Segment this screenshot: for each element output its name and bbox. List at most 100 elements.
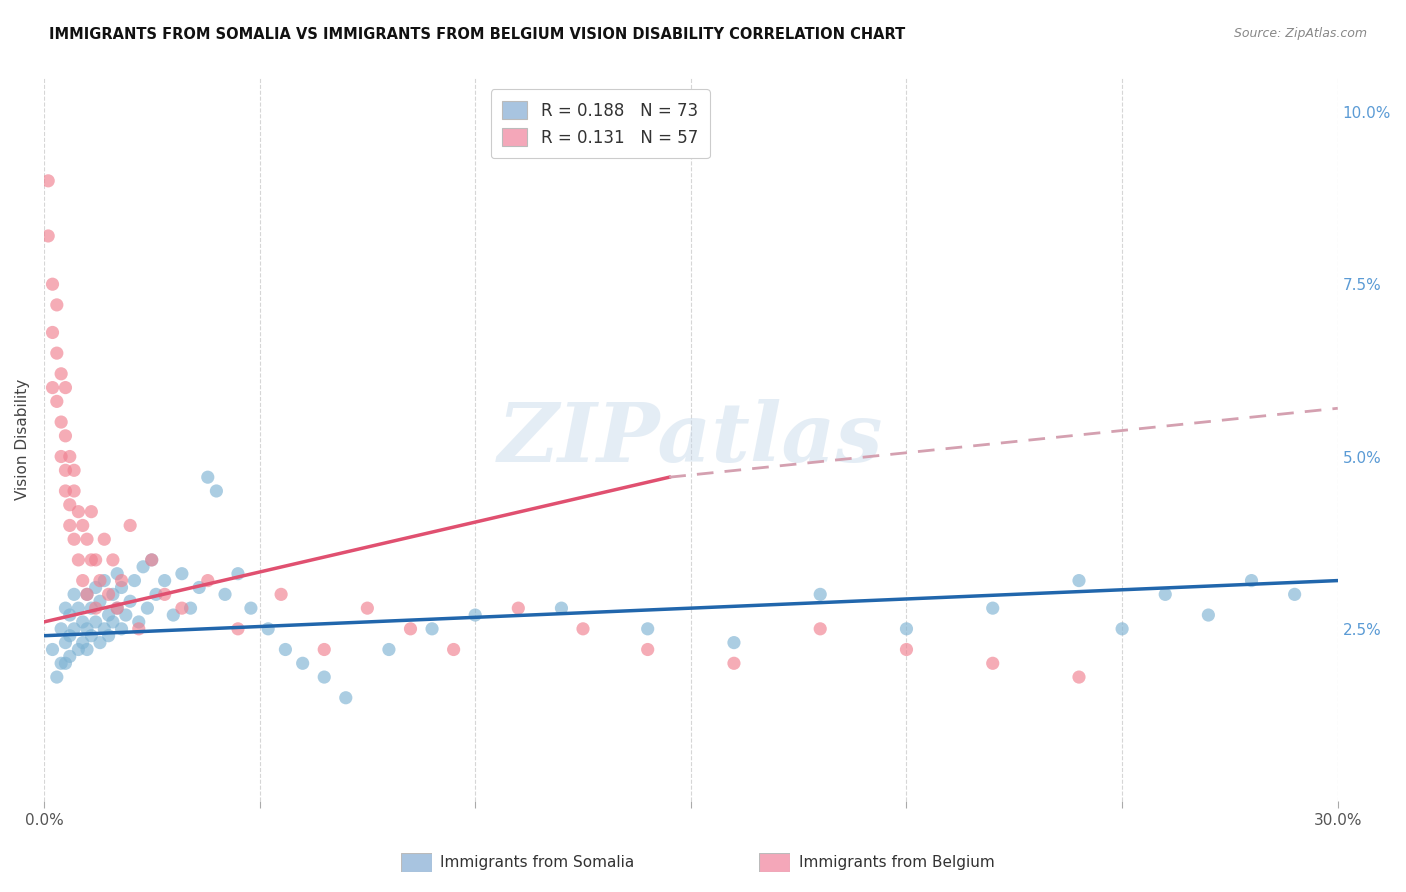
Point	[105, 566, 128, 581]
Point	[214, 587, 236, 601]
Point	[153, 574, 176, 588]
Point	[1197, 608, 1219, 623]
Point	[153, 587, 176, 601]
Point	[93, 533, 115, 547]
Point	[80, 505, 103, 519]
Point	[896, 642, 918, 657]
Point	[124, 574, 146, 588]
Point	[45, 298, 67, 312]
Point	[162, 608, 184, 623]
Point	[67, 553, 90, 567]
Point	[1284, 587, 1306, 601]
Point	[41, 381, 63, 395]
Point	[67, 642, 90, 657]
Point	[37, 229, 59, 244]
Point	[114, 608, 136, 623]
Point	[59, 629, 82, 643]
Point	[80, 629, 103, 643]
Point	[45, 394, 67, 409]
Point	[257, 622, 280, 636]
Point	[49, 622, 72, 636]
Point	[399, 622, 422, 636]
Point	[97, 608, 120, 623]
Point	[145, 587, 167, 601]
Point	[637, 622, 659, 636]
Point	[93, 622, 115, 636]
Point	[72, 518, 94, 533]
Point	[55, 601, 77, 615]
Point	[63, 622, 86, 636]
Point	[120, 594, 142, 608]
Point	[105, 601, 128, 615]
Point	[896, 622, 918, 636]
Point	[136, 601, 159, 615]
Point	[808, 587, 831, 601]
Point	[314, 670, 336, 684]
Point	[981, 657, 1004, 671]
Point	[45, 346, 67, 360]
Point	[89, 594, 111, 608]
Point	[226, 566, 249, 581]
Point	[80, 601, 103, 615]
Point	[63, 483, 86, 498]
Point	[1111, 622, 1133, 636]
Point	[420, 622, 443, 636]
Point	[76, 587, 98, 601]
Point	[67, 505, 90, 519]
Point	[49, 367, 72, 381]
Point	[55, 657, 77, 671]
Point	[41, 642, 63, 657]
Point	[49, 657, 72, 671]
Point	[188, 581, 211, 595]
Point	[105, 601, 128, 615]
Point	[1154, 587, 1177, 601]
Point	[101, 615, 124, 629]
Point	[72, 574, 94, 588]
Point	[637, 642, 659, 657]
Point	[141, 553, 163, 567]
Point	[37, 174, 59, 188]
Point	[170, 566, 193, 581]
Point	[84, 553, 107, 567]
Point	[84, 581, 107, 595]
Point	[41, 277, 63, 292]
Point	[141, 553, 163, 567]
Point	[41, 326, 63, 340]
Point	[89, 635, 111, 649]
Point	[49, 450, 72, 464]
Point	[101, 587, 124, 601]
Point	[120, 518, 142, 533]
Point	[274, 642, 297, 657]
Point	[55, 635, 77, 649]
Point	[335, 690, 357, 705]
Point	[550, 601, 572, 615]
Point	[378, 642, 401, 657]
Y-axis label: Vision Disability: Vision Disability	[15, 379, 30, 500]
Point	[55, 483, 77, 498]
Point	[197, 574, 219, 588]
Text: Source: ZipAtlas.com: Source: ZipAtlas.com	[1233, 27, 1367, 40]
Point	[59, 608, 82, 623]
Point	[808, 622, 831, 636]
Point	[76, 533, 98, 547]
Point	[1067, 574, 1090, 588]
Text: ZIPatlas: ZIPatlas	[498, 400, 883, 479]
Point	[76, 622, 98, 636]
Point	[63, 587, 86, 601]
Text: IMMIGRANTS FROM SOMALIA VS IMMIGRANTS FROM BELGIUM VISION DISABILITY CORRELATION: IMMIGRANTS FROM SOMALIA VS IMMIGRANTS FR…	[49, 27, 905, 42]
Point	[723, 635, 745, 649]
Point	[110, 622, 132, 636]
Point	[84, 601, 107, 615]
Point	[55, 463, 77, 477]
Point	[110, 581, 132, 595]
Point	[110, 574, 132, 588]
Point	[205, 483, 228, 498]
Point	[45, 670, 67, 684]
Point	[63, 533, 86, 547]
Point	[55, 381, 77, 395]
Point	[197, 470, 219, 484]
Point	[59, 450, 82, 464]
Point	[981, 601, 1004, 615]
Point	[572, 622, 595, 636]
Point	[84, 615, 107, 629]
